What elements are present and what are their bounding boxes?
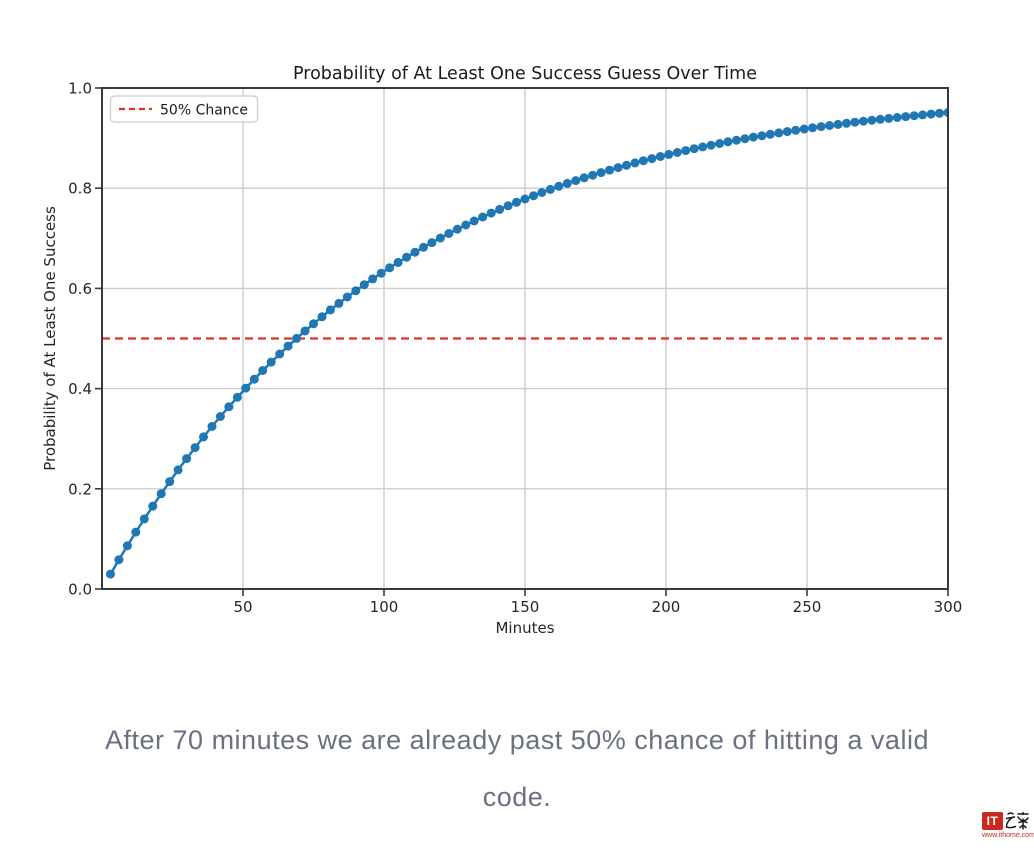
svg-text:1.0: 1.0 xyxy=(68,80,92,98)
y-axis-label: Probability of At Least One Success xyxy=(41,206,59,471)
caption-line-1: After 70 minutes we are already past 50%… xyxy=(105,725,929,755)
series-success-probability xyxy=(106,108,949,579)
svg-text:0.6: 0.6 xyxy=(68,280,92,298)
probability-chart: 50 100 150 200 250 300 0.0 0.2 0.4 0.6 0.8 1.0 Minut… xyxy=(41,64,962,637)
svg-text:0.8: 0.8 xyxy=(68,180,92,198)
svg-text:150: 150 xyxy=(511,598,540,616)
axis-ticks xyxy=(95,87,949,596)
svg-text:0.4: 0.4 xyxy=(68,380,92,398)
series-line xyxy=(109,111,949,575)
legend-label: 50% Chance xyxy=(160,103,248,119)
svg-text:250: 250 xyxy=(793,598,822,616)
x-axis-label: Minutes xyxy=(495,619,554,637)
ithome-logo-row: IT xyxy=(982,811,1032,831)
legend: 50% Chance xyxy=(109,95,259,123)
caption: After 70 minutes we are already past 50%… xyxy=(0,712,1034,826)
ithome-logo-icon: IT xyxy=(982,812,1003,830)
svg-text:200: 200 xyxy=(652,598,681,616)
svg-text:300: 300 xyxy=(934,598,963,616)
svg-text:0.0: 0.0 xyxy=(68,581,92,599)
ithome-url: www.ithome.com xyxy=(982,832,1034,839)
svg-text:50: 50 xyxy=(233,598,252,616)
y-tick-labels: 0.0 0.2 0.4 0.6 0.8 1.0 xyxy=(68,80,92,599)
ithome-cjk-icon xyxy=(1005,811,1029,830)
ithome-watermark: IT www.ithome.com xyxy=(982,811,1034,841)
series-points xyxy=(106,108,949,579)
svg-text:100: 100 xyxy=(370,598,399,616)
x-tick-labels: 50 100 150 200 250 300 xyxy=(233,598,962,616)
svg-text:0.2: 0.2 xyxy=(68,480,92,498)
chart-title: Probability of At Least One Success Gues… xyxy=(293,64,757,84)
caption-line-2: code. xyxy=(482,782,552,812)
legend-box xyxy=(109,95,259,123)
